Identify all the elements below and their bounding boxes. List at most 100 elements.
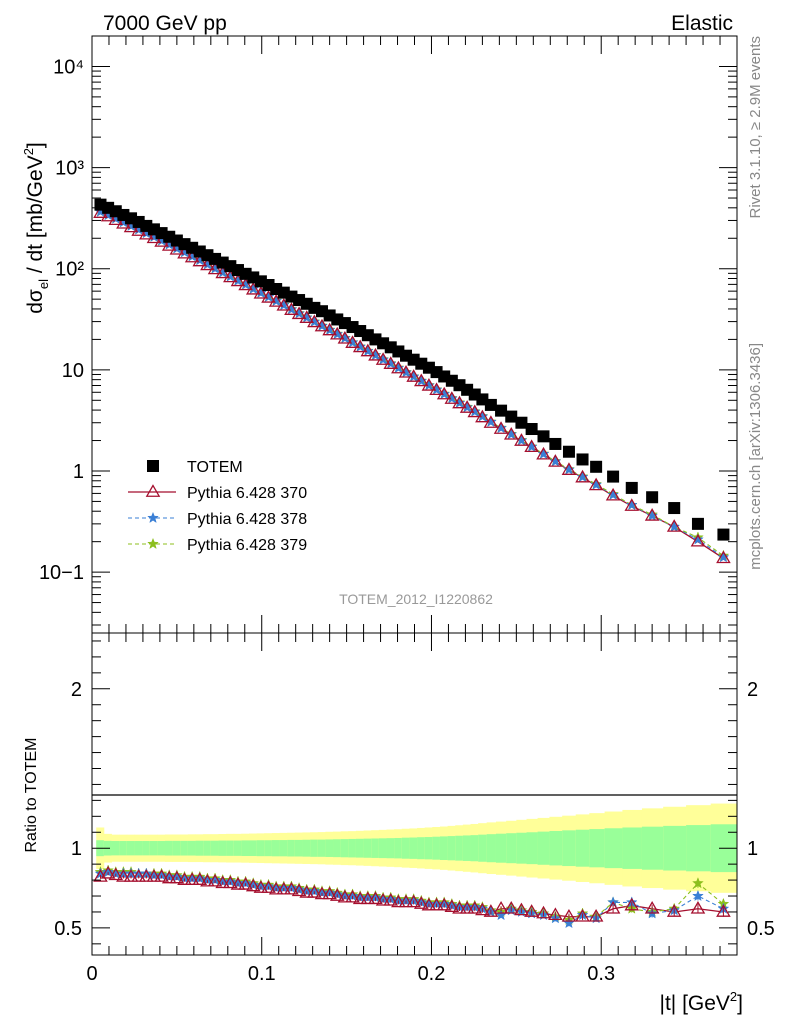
main-marker-s2-p42 xyxy=(415,374,428,387)
main-marker-s1-p27 xyxy=(299,310,315,323)
main-marker-s1-p62 xyxy=(624,498,640,511)
main-marker-s0-p56 xyxy=(537,430,550,443)
main-marker-s0-p53 xyxy=(505,410,518,423)
main-marker-s2-p34 xyxy=(354,340,367,352)
main-y-tick-label-5: 10⁴ xyxy=(53,56,84,78)
y-label-dt-unit: / dt [mb/GeV xyxy=(24,155,47,279)
main-marker-s1-p47 xyxy=(452,395,467,409)
ratio-marker-s0-p40 xyxy=(398,894,414,908)
ratio-marker-s0-p27 xyxy=(299,885,315,898)
analysis-id-label: TOTEM_2012_I1220862 xyxy=(339,591,493,607)
ratio-marker-s0-p47 xyxy=(452,900,467,914)
main-y-tick-label-0: 10−1 xyxy=(39,562,84,584)
ratio-marker-s0-p4 xyxy=(123,869,139,882)
band-inner-bin xyxy=(455,835,464,861)
main-marker-s2-p26 xyxy=(293,307,305,319)
main-marker-s1-p34 xyxy=(352,339,368,353)
main-marker-s2-p35 xyxy=(361,344,374,357)
ratio-marker-s0-p41 xyxy=(406,894,421,908)
legend-label-1: Pythia 6.428 370 xyxy=(187,485,307,502)
ratio-y-axis-label: Ratio to TOTEM xyxy=(23,738,40,853)
main-marker-s1-p30 xyxy=(322,322,337,336)
main-marker-s2-p37 xyxy=(377,353,390,365)
band-inner-bin xyxy=(172,840,181,856)
band-inner-bin xyxy=(417,837,426,860)
main-marker-s1-p59 xyxy=(575,469,590,483)
band-inner-bin xyxy=(164,840,174,856)
main-marker-s1-p48 xyxy=(459,400,475,413)
main-marker-s1-p22 xyxy=(261,290,276,303)
ratio-marker-s0-p6 xyxy=(139,869,154,882)
ratio-marker-s0-p25 xyxy=(284,881,299,895)
ratio-marker-s0-p30 xyxy=(322,886,337,900)
main-marker-s2-p33 xyxy=(346,336,359,348)
main-marker-s1-p29 xyxy=(314,318,330,332)
ratio-marker-s0-p59 xyxy=(575,908,590,922)
main-marker-s1-p33 xyxy=(345,335,360,348)
main-marker-s1-p35 xyxy=(360,343,376,357)
x-tick-label-3: 0.3 xyxy=(587,963,615,985)
band-inner-bin xyxy=(424,837,433,860)
ratio-y-tick-label-left-2: 2 xyxy=(71,679,82,701)
main-y-tick-label-3: 10² xyxy=(55,259,84,281)
ratio-marker-s0-p46 xyxy=(444,899,460,913)
ratio-marker-s0-p10 xyxy=(169,870,185,884)
main-marker-s1-p24 xyxy=(276,297,292,311)
ratio-marker-s0-p44 xyxy=(429,897,444,911)
band-inner-bin xyxy=(663,825,687,871)
y-label-el-subscript: el xyxy=(36,279,51,289)
legend-marker-0 xyxy=(147,460,159,472)
main-marker-s1-p65 xyxy=(690,533,706,547)
ratio-marker-s0-p63 xyxy=(644,900,660,914)
ratio-marker-s0-p3 xyxy=(116,869,131,882)
ratio-marker-s0-p35 xyxy=(360,891,376,905)
band-inner-bin xyxy=(218,840,227,856)
x-tick-label-1: 0.1 xyxy=(248,963,276,985)
ratio-marker-s0-p65 xyxy=(690,900,706,914)
band-inner-bin xyxy=(394,837,403,859)
ratio-marker-s0-p60 xyxy=(588,908,604,922)
main-marker-s1-p26 xyxy=(291,306,307,320)
main-y-tick-label-2: 10 xyxy=(62,360,84,382)
band-inner-bin xyxy=(355,838,364,858)
main-marker-s1-p57 xyxy=(548,454,563,467)
legend: TOTEM Pythia 6.428 370 Pythia 6.428 378 Pyt… xyxy=(128,459,307,554)
band-inner-bin xyxy=(302,839,311,857)
band-inner-bin xyxy=(589,829,606,868)
band-inner-bin xyxy=(462,835,471,861)
main-marker-s0-p54 xyxy=(515,416,528,429)
main-marker-s2-p46 xyxy=(445,392,458,404)
main-marker-s2-p36 xyxy=(369,349,382,361)
main-marker-s2-p25 xyxy=(285,303,298,315)
ratio-marker-s0-p17 xyxy=(223,875,238,889)
main-marker-s1-p16 xyxy=(215,265,230,279)
main-y-tick-label-1: 1 xyxy=(73,461,84,483)
ratio-marker-s0-p58 xyxy=(561,908,577,922)
band-inner-bin xyxy=(686,825,712,872)
main-marker-s0-p62 xyxy=(625,481,638,494)
main-marker-s2-p47 xyxy=(453,396,466,409)
main-marker-s0-p51 xyxy=(484,398,497,411)
main-marker-s1-p45 xyxy=(436,386,452,400)
band-inner-bin xyxy=(210,840,219,856)
legend-label-3: Pythia 6.428 379 xyxy=(187,537,307,554)
band-inner-bin xyxy=(447,836,456,861)
main-marker-s2-p45 xyxy=(438,387,451,400)
ratio-marker-s0-p2 xyxy=(108,867,124,881)
main-marker-s1-p66 xyxy=(716,550,731,564)
ratio-marker-s0-p52 xyxy=(493,900,509,914)
band-inner-bin xyxy=(134,841,143,856)
main-marker-s0-p52 xyxy=(495,404,508,417)
band-inner-bin xyxy=(516,832,527,864)
ratio-marker-s0-p31 xyxy=(329,888,345,901)
band-inner-bin xyxy=(157,841,166,856)
rivet-version-label: Rivet 3.1.10, ≥ 2.9M events xyxy=(747,36,764,219)
main-y-tick-label-4: 10³ xyxy=(55,158,84,180)
main-marker-s1-p21 xyxy=(253,285,269,299)
band-inner-bin xyxy=(203,840,212,856)
band-inner-bin xyxy=(310,839,319,857)
main-marker-s2-p22 xyxy=(262,290,275,303)
main-marker-s2-p64 xyxy=(668,520,681,532)
ratio-marker-s0-p43 xyxy=(421,897,437,911)
